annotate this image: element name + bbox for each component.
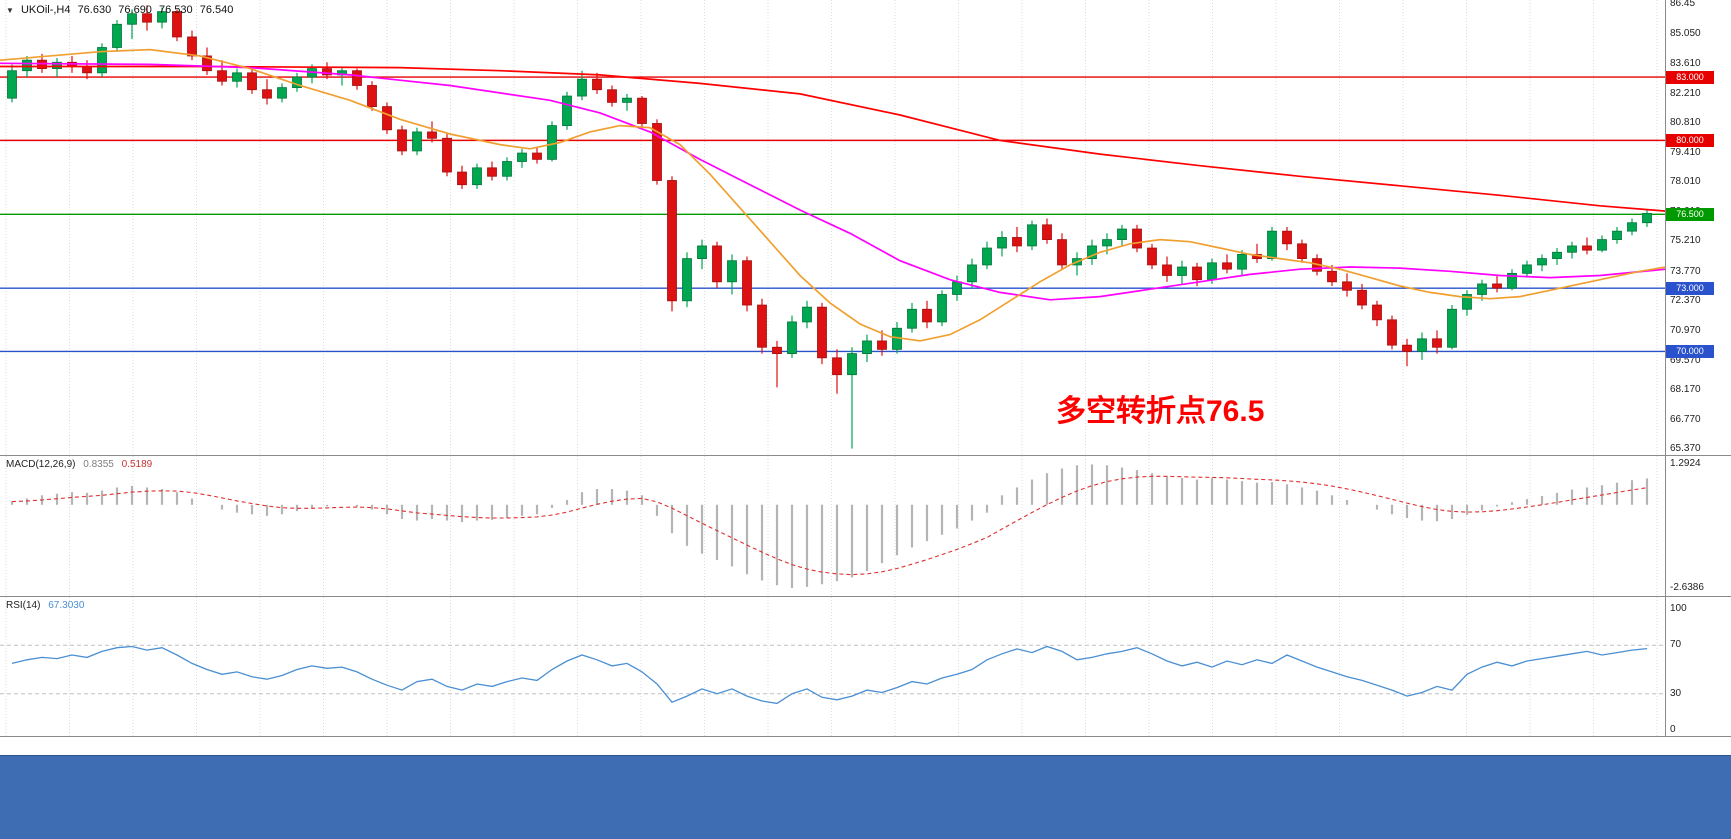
rsi-axis-label: 30	[1670, 687, 1682, 699]
macd-panel[interactable]	[0, 456, 1731, 597]
macd-axis-max: 1.2924	[1670, 458, 1701, 469]
rsi-panel[interactable]	[0, 597, 1731, 737]
price-axis-label: 83.610	[1670, 58, 1701, 70]
macd-canvas[interactable]	[0, 456, 1666, 596]
rsi-axis-label: 70	[1670, 639, 1682, 651]
axis-separator	[1665, 0, 1666, 737]
price-axis-label: 79.410	[1670, 146, 1701, 158]
price-level-tag: 70.000	[1666, 344, 1714, 358]
price-level-tag: 80.000	[1666, 133, 1714, 147]
main-chart-canvas[interactable]	[0, 0, 1666, 455]
high-price: 76.690	[118, 4, 152, 16]
symbol-period-label: UKOil-,H4	[20, 4, 71, 16]
time-axis[interactable]: 5 Nov 20218 Nov 20:0010 Nov 05:0011 Nov …	[0, 737, 1731, 755]
macd-axis-min: -2.6386	[1670, 582, 1704, 593]
price-axis-label: 86.45	[1670, 0, 1696, 10]
rsi-axis-label: 0	[1670, 724, 1676, 735]
rsi-canvas[interactable]	[0, 597, 1666, 736]
macd-value-signal: 0.5189	[121, 459, 153, 470]
dropdown-arrow-icon[interactable]: ▼	[6, 6, 14, 15]
price-axis-label: 69.570	[1670, 354, 1701, 366]
price-axis-label: 73.770	[1670, 265, 1701, 277]
price-axis-label: 82.210	[1670, 87, 1701, 99]
macd-name: MACD(12,26,9)	[6, 459, 76, 470]
rsi-axis-label: 100	[1670, 603, 1687, 614]
rsi-indicator-label: RSI(14) 67.3030	[6, 600, 89, 611]
open-price: 76.630	[77, 4, 112, 16]
close-price: 76.540	[199, 4, 234, 16]
annotation-text: 多空转折点76.5	[1056, 395, 1265, 428]
taskbar[interactable]	[0, 755, 1731, 839]
price-axis-label: 75.210	[1670, 235, 1701, 247]
price-level-tag: 83.000	[1666, 70, 1714, 84]
price-axis-label: 65.370	[1670, 443, 1701, 455]
price-axis-label: 68.170	[1670, 384, 1701, 396]
price-axis-label: 66.770	[1670, 413, 1701, 425]
main-chart-panel[interactable]: ▼ UKOil-,H4 76.630 76.690 76.530 76.540 …	[0, 0, 1731, 456]
price-level-tag: 76.500	[1666, 207, 1714, 221]
price-axis-label: 80.810	[1670, 117, 1701, 129]
rsi-value: 67.3030	[48, 600, 85, 611]
rsi-name: RSI(14)	[6, 600, 41, 611]
price-axis-label: 72.370	[1670, 295, 1701, 307]
price-axis-label: 70.970	[1670, 325, 1701, 336]
low-price: 76.530	[159, 4, 193, 16]
macd-indicator-label: MACD(12,26,9) 0.8355 0.5189	[6, 459, 157, 470]
price-axis-label: 78.010	[1670, 176, 1701, 188]
chart-title: ▼ UKOil-,H4 76.630 76.690 76.530 76.540	[6, 4, 237, 16]
price-axis-label: 85.050	[1670, 27, 1701, 39]
macd-value-main: 0.8355	[83, 459, 114, 470]
price-level-tag: 73.000	[1666, 281, 1714, 295]
